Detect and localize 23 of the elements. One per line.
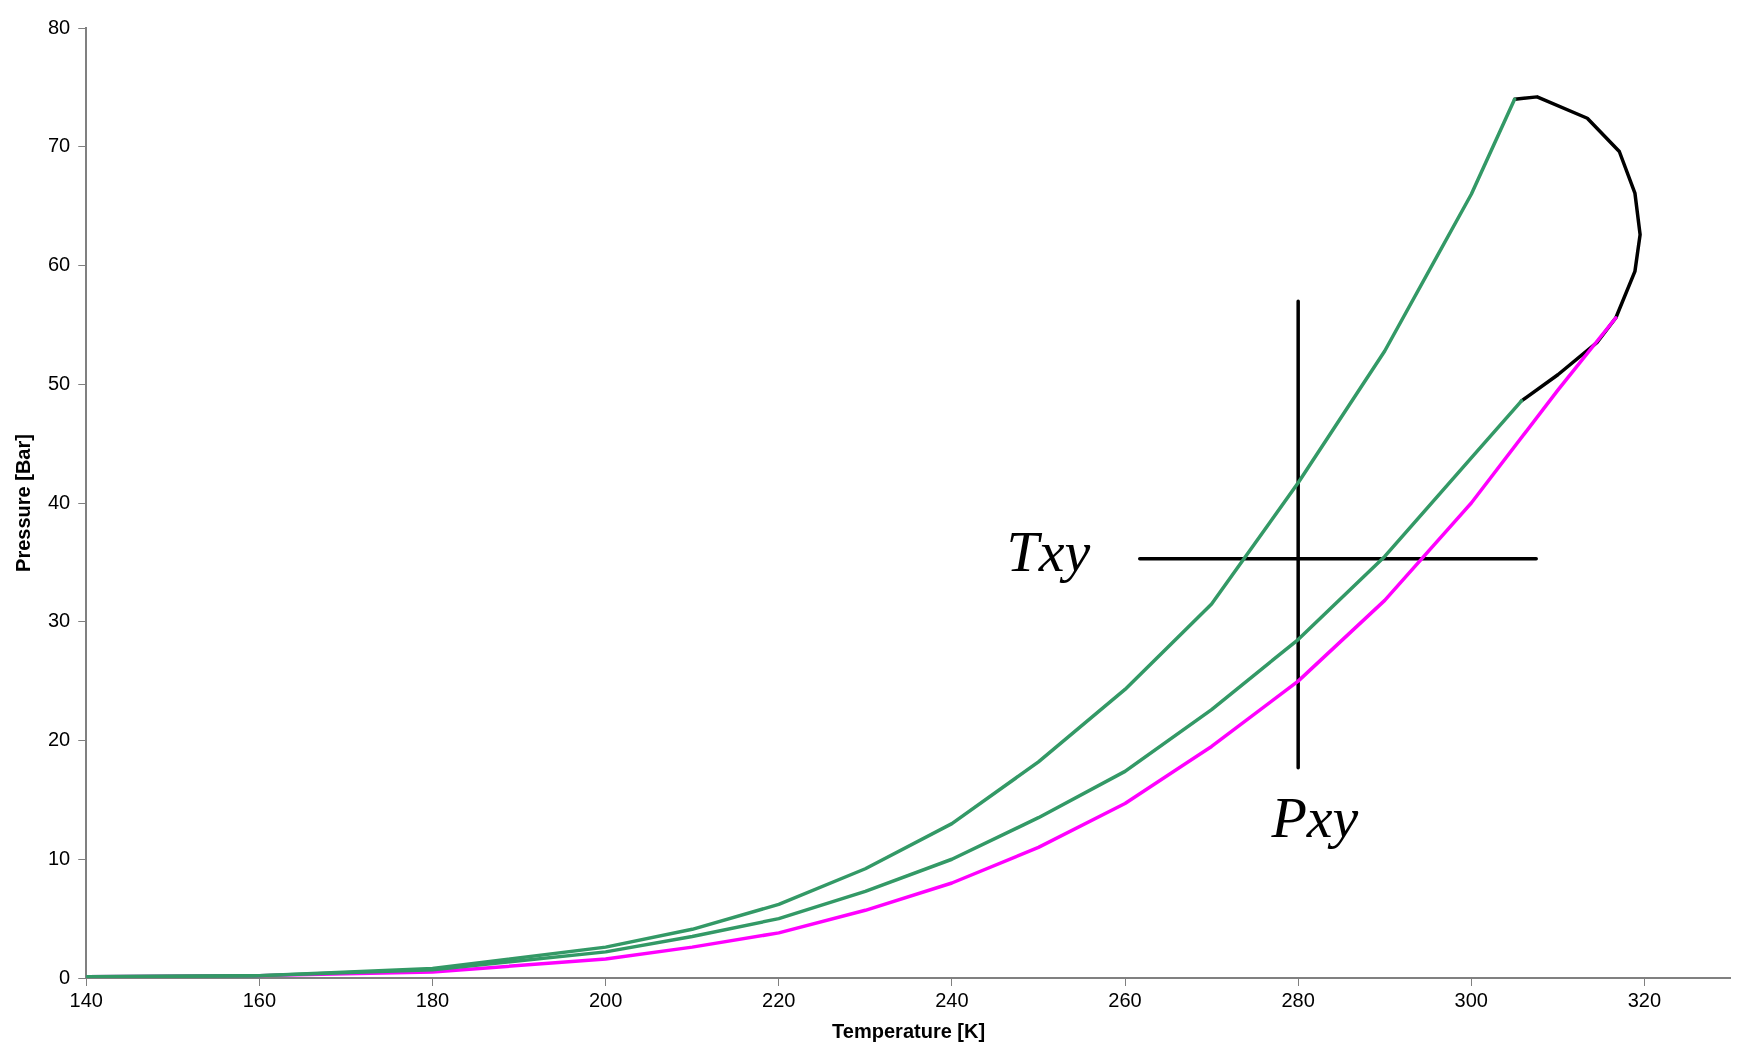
y-tick-label: 60 <box>48 253 71 276</box>
x-axis-title: Temperature [K] <box>832 1019 986 1042</box>
annotation: Pxy <box>1270 784 1359 850</box>
y-tick-label: 70 <box>48 134 71 157</box>
y-axis-title: Pressure [Bar] <box>11 434 34 572</box>
y-tick-label: 80 <box>48 15 71 38</box>
y-tick-label: 30 <box>48 609 71 632</box>
x-tick-label: 260 <box>1108 988 1142 1011</box>
y-tick-label: 20 <box>48 728 71 751</box>
annotation: Txy <box>1006 518 1091 584</box>
y-tick-label: 0 <box>59 965 71 988</box>
y-tick-label: 10 <box>48 846 71 869</box>
x-tick-label: 140 <box>69 988 103 1011</box>
x-tick-label: 180 <box>415 988 450 1011</box>
x-tick-label: 300 <box>1454 988 1488 1011</box>
y-tick-label: 50 <box>48 371 71 394</box>
y-tick-label: 40 <box>48 490 71 513</box>
x-tick-label: 240 <box>935 988 969 1011</box>
x-tick-label: 200 <box>588 988 623 1011</box>
x-tick-label: 280 <box>1281 988 1315 1011</box>
x-tick-label: 220 <box>762 988 796 1011</box>
x-tick-label: 320 <box>1627 988 1662 1011</box>
x-tick-label: 160 <box>242 988 277 1011</box>
